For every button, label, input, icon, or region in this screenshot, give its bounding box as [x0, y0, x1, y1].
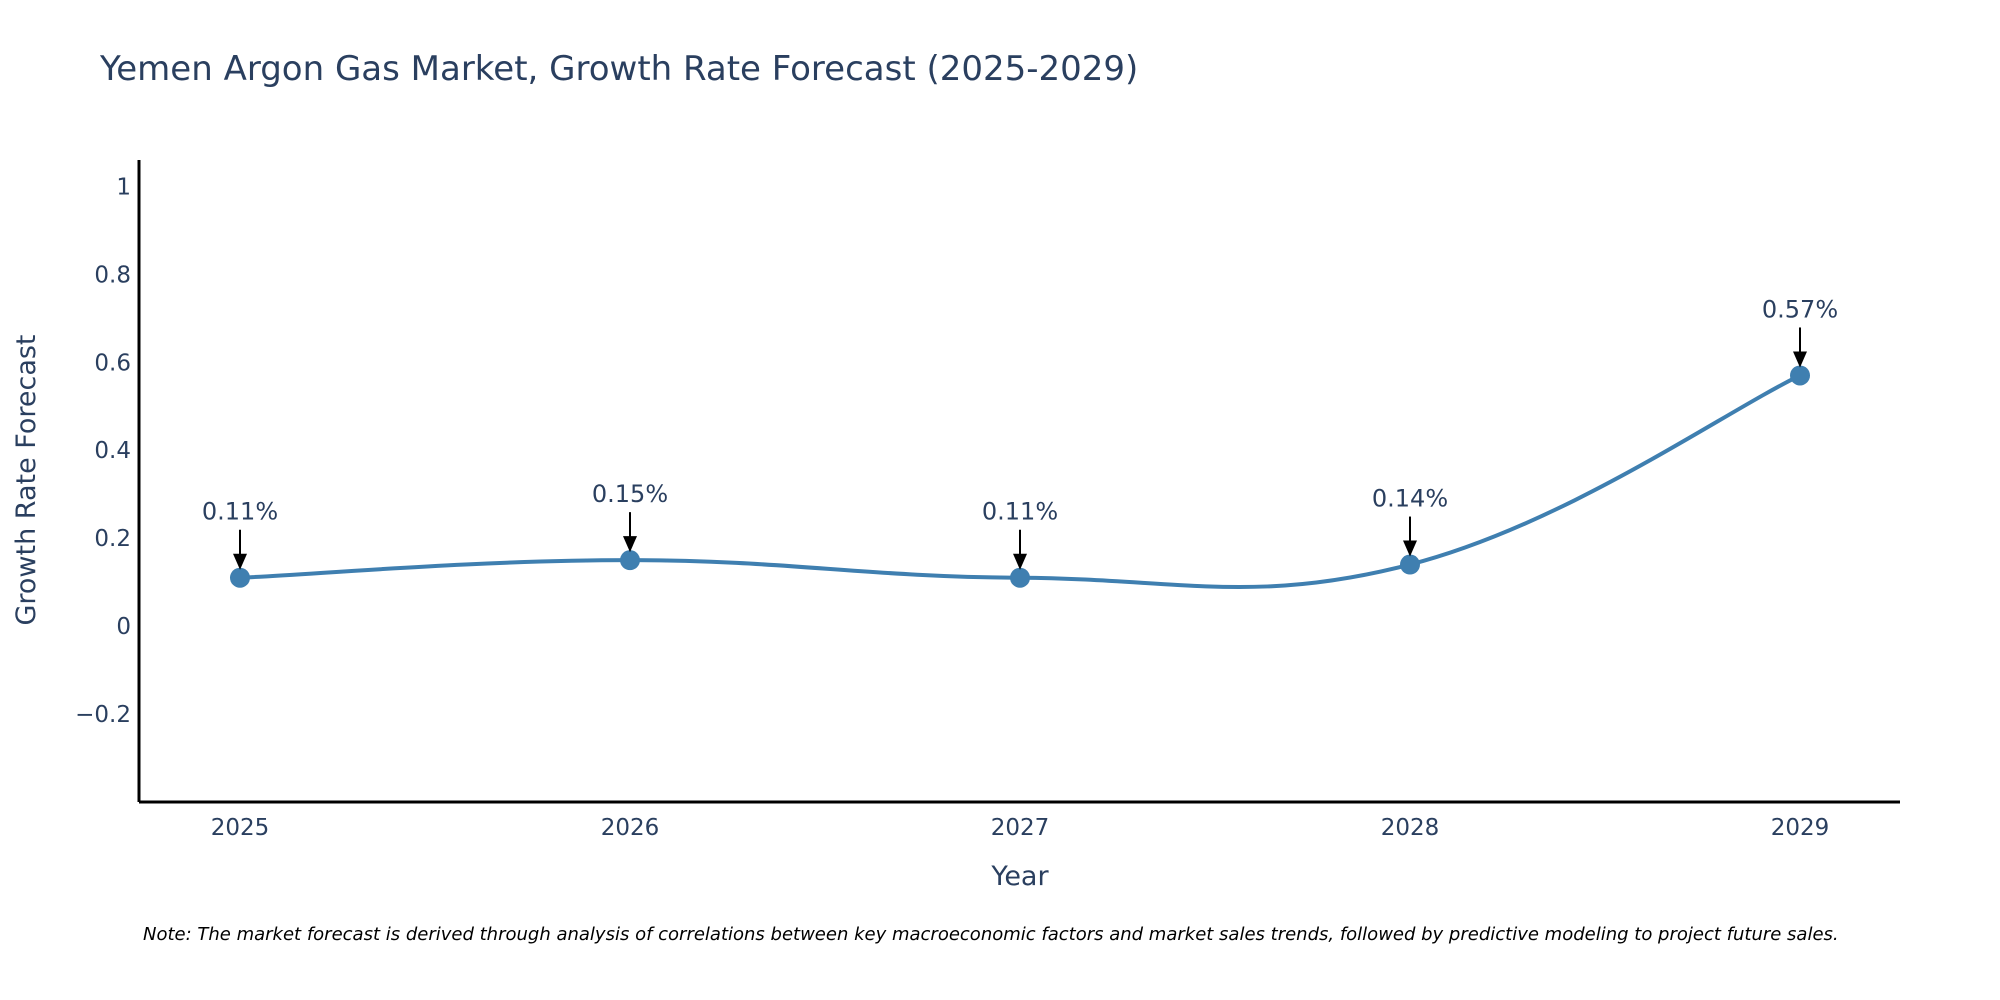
series-layer	[230, 365, 1810, 589]
y-tick-label: 0.6	[94, 350, 131, 376]
annotation-label: 0.14%	[1372, 485, 1448, 513]
annotation-label: 0.57%	[1762, 295, 1838, 323]
data-point[interactable]	[1010, 567, 1030, 588]
annotation-label: 0.11%	[202, 498, 278, 526]
x-tick-label: 2028	[1381, 815, 1440, 841]
x-axis-ticks: 2025 2026 2027 2028 2029	[211, 815, 1830, 841]
x-tick-label: 2029	[1771, 815, 1830, 841]
y-tick-label: 0.4	[94, 438, 131, 464]
annotation-arrow-head	[233, 553, 247, 570]
x-tick-label: 2025	[211, 815, 270, 841]
x-tick-label: 2026	[601, 815, 660, 841]
annotation-label: 0.11%	[982, 498, 1058, 526]
annotation-layer: 0.11% 0.15% 0.11% 0.14% 0.57%	[202, 295, 1838, 570]
y-tick-label: 0.2	[94, 526, 131, 552]
x-axis-title: Year	[990, 861, 1049, 892]
forecast-note: Note: The market forecast is derived thr…	[143, 924, 1839, 945]
y-tick-label: 0.8	[94, 262, 131, 288]
annotation-arrow-head	[1013, 553, 1027, 570]
data-point[interactable]	[1400, 554, 1420, 575]
y-tick-label: 1	[116, 174, 131, 200]
annotation-arrow-head	[1403, 540, 1417, 557]
annotation-arrow-head	[1793, 351, 1807, 368]
annotation-label: 0.15%	[592, 480, 668, 508]
chart-title: Yemen Argon Gas Market, Growth Rate Fore…	[99, 49, 1138, 89]
annotation-arrow-head	[623, 536, 637, 553]
y-tick-label: −0.2	[75, 702, 131, 728]
data-point[interactable]	[1790, 365, 1810, 386]
y-tick-label: 0	[116, 614, 131, 640]
y-axis-title: Growth Rate Forecast	[11, 334, 42, 625]
y-axis-ticks: 1 0.8 0.6 0.4 0.2 0 −0.2	[75, 174, 131, 728]
data-point[interactable]	[620, 550, 640, 571]
data-point[interactable]	[230, 567, 250, 588]
x-tick-label: 2027	[991, 815, 1050, 841]
